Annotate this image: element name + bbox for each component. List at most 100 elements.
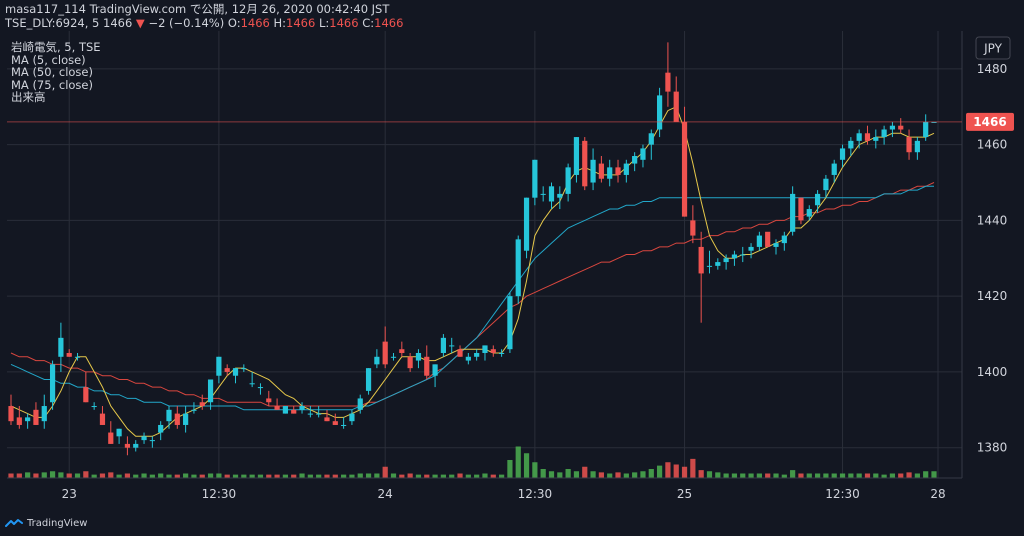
currency-label[interactable]: JPY (983, 42, 1003, 56)
volume-bar (91, 474, 97, 478)
volume-bar (316, 474, 322, 478)
candle-body (8, 406, 14, 422)
candle-body (141, 436, 147, 441)
candle-body (440, 337, 446, 353)
candle-body (499, 352, 505, 354)
candle-body (540, 193, 546, 195)
candle-body (407, 356, 413, 369)
indicator-legend: 岩崎電気, 5, TSE MA (5, close) MA (50, close… (11, 41, 101, 104)
volume-bar (41, 472, 47, 478)
candle-body (66, 352, 72, 357)
volume-bar (415, 474, 422, 478)
legend-ma5[interactable]: MA (5, close) (11, 52, 86, 67)
volume-bar (681, 466, 688, 478)
price-tick-label: 1420 (977, 289, 1008, 303)
volume-bar (781, 474, 787, 478)
symbol-prefix: TSE_DLY:6924, 5 1466 (5, 16, 133, 30)
candle-body (191, 409, 197, 411)
ma5-line (10, 106, 935, 437)
volume-bar (698, 470, 704, 478)
volume-bar (74, 473, 81, 478)
volume-bar (715, 472, 721, 478)
candle-body (166, 409, 172, 422)
volume-bar (914, 473, 920, 478)
candle-body (91, 406, 97, 408)
volume-bar (923, 471, 929, 478)
candle-body (690, 220, 696, 236)
candle-body (532, 159, 538, 198)
volume-bar (207, 473, 214, 478)
candle-body (241, 368, 247, 370)
candle-body (232, 368, 239, 376)
volume-bar (881, 474, 887, 478)
candle-body (374, 356, 380, 365)
volume-bar (831, 473, 837, 478)
candle-body (341, 424, 347, 426)
candle-body (274, 406, 280, 410)
candle-body (557, 193, 563, 198)
volume-bar (149, 474, 155, 478)
candle-body (756, 235, 762, 247)
volume-bar (357, 473, 363, 478)
candle-body (299, 406, 305, 410)
open-label: O: (227, 16, 241, 30)
volume-bar (8, 473, 14, 478)
candle-body (74, 356, 81, 358)
candle-body (814, 193, 821, 206)
candle-body (831, 163, 837, 175)
time-tick-label: 23 (62, 487, 77, 501)
legend-ma50[interactable]: MA (50, close) (11, 65, 93, 79)
price-tick-label: 1480 (977, 62, 1008, 76)
candle-body (923, 121, 929, 138)
volume-bar (507, 460, 513, 478)
candle-body (432, 364, 438, 376)
volume-bar (216, 473, 222, 478)
candle-body (607, 167, 613, 179)
candle-body (25, 417, 31, 422)
candle-body (781, 235, 787, 244)
candle-body (216, 356, 222, 376)
volume-bar (756, 473, 762, 478)
volume-bar (124, 473, 131, 478)
volume-bar (341, 474, 347, 478)
high-value: 1466 (286, 16, 316, 30)
volume-bar (889, 473, 896, 478)
candle-body (490, 349, 496, 353)
candle-body (698, 246, 704, 274)
volume-bar (798, 473, 804, 478)
candle-body (573, 137, 580, 175)
candle-body (523, 197, 530, 251)
volume-bar (407, 473, 413, 478)
candle-body (648, 133, 654, 145)
volume-bar (931, 471, 937, 478)
volume-bar (490, 474, 496, 478)
open-value: 1466 (240, 16, 270, 30)
price-tick-label: 1440 (977, 213, 1008, 227)
candle-body (349, 413, 355, 422)
legend-ma75[interactable]: MA (75, close) (11, 77, 93, 92)
volume-bar (598, 472, 604, 478)
candle-body (316, 413, 322, 415)
candle-body (906, 137, 912, 153)
volume-bar (656, 465, 663, 478)
candle-body (199, 402, 205, 407)
volume-bar (249, 474, 255, 478)
volume-bar (582, 466, 588, 478)
currency-button[interactable]: JPY (975, 36, 1011, 60)
volume-bar (773, 473, 779, 478)
candle-body (640, 148, 646, 160)
candle-body (183, 413, 189, 425)
candle-body (390, 356, 397, 358)
candle-body (881, 129, 887, 138)
candle-body (740, 254, 746, 256)
candle-body (415, 352, 422, 361)
volume-bar (640, 471, 646, 478)
candle-body (673, 91, 679, 122)
price-chart[interactable]: 23 12:30 24 12:30 25 12:30 28 1480 1460 1440 1420 1… (7, 31, 1019, 509)
volume-bar (590, 471, 596, 478)
candle-body (615, 167, 621, 175)
volume-bar (623, 473, 629, 478)
candle-body (149, 440, 155, 442)
legend-volume[interactable]: 出来高 (11, 90, 46, 104)
close-label: C: (362, 16, 375, 30)
